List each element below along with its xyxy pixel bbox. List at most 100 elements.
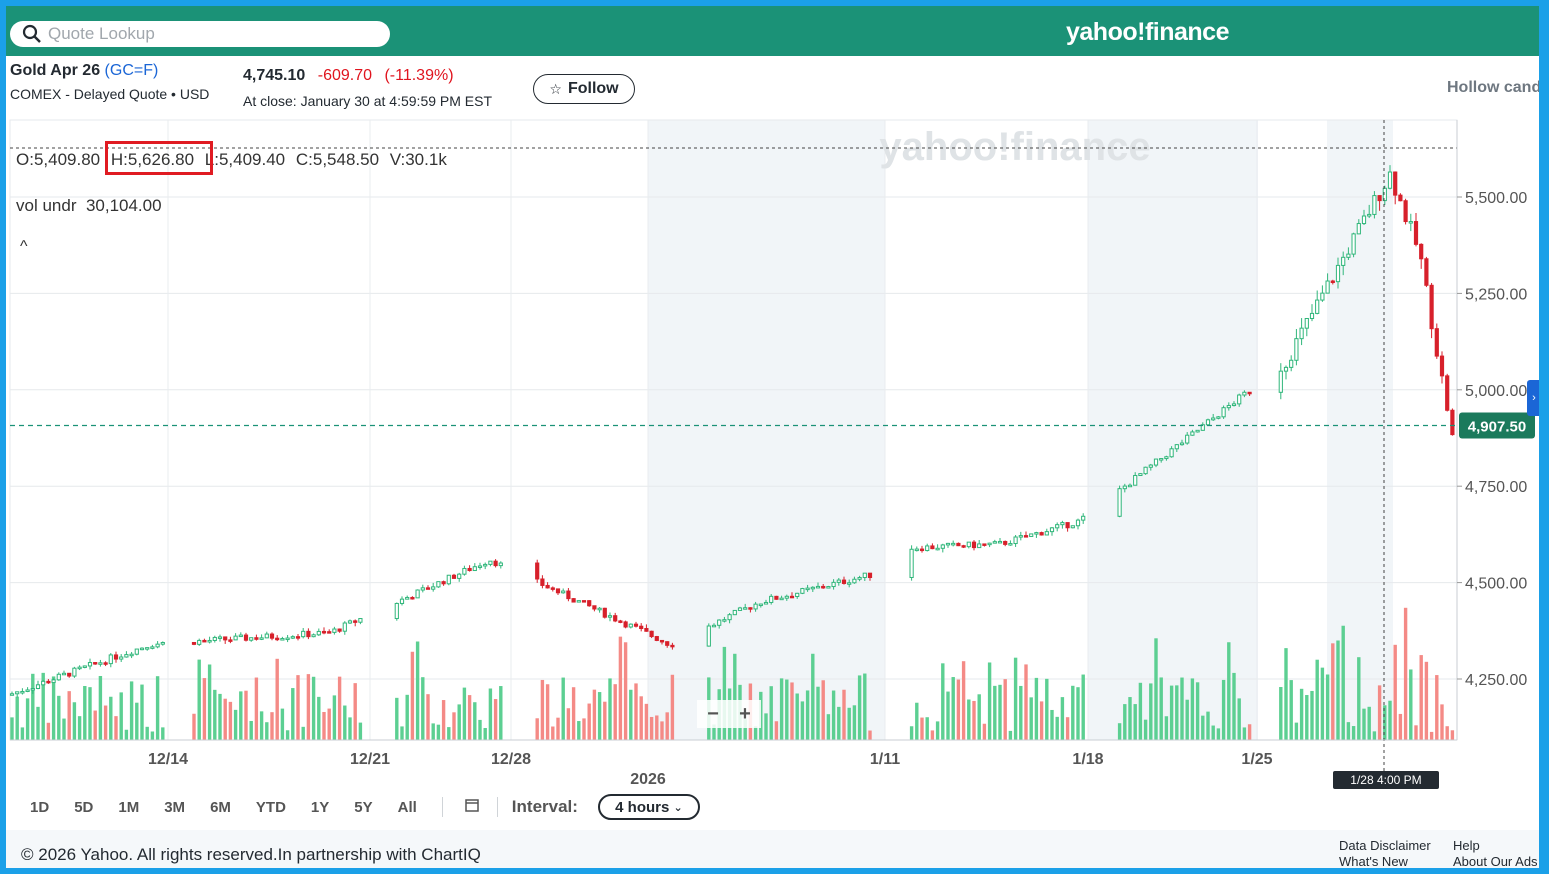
volume-bar [1320,667,1325,740]
crosshair-time-tag [1333,771,1439,789]
candle-body [940,544,945,549]
volume-bar [935,721,940,740]
candle-body [493,560,498,567]
candle-body [717,619,722,626]
candle-body [1439,355,1445,377]
volume-bar [259,711,264,740]
range-5y[interactable]: 5Y [354,798,373,816]
candle-body [1143,466,1148,475]
candle-body [498,562,503,567]
range-3m[interactable]: 3M [164,798,186,816]
range-1d[interactable]: 1D [30,798,50,816]
quote-symbol[interactable]: (GC=F) [104,62,159,79]
candle-body [254,637,259,640]
volume-bar [239,691,243,740]
range-5d[interactable]: 5D [74,798,94,816]
zoom-in-button[interactable]: + [739,702,751,725]
chart-style-selector[interactable]: Hollow cand [1447,79,1542,96]
candle-body [1200,424,1205,431]
volume-bar [915,702,919,740]
volume-bar [1388,700,1392,740]
candles [9,165,1455,698]
volume-bar [863,673,867,740]
volume-bar [1133,704,1137,740]
range-all[interactable]: All [397,798,417,816]
volume-bar [1377,685,1382,740]
calendar-icon[interactable] [465,798,479,816]
candle-body [628,623,633,628]
volume-bar [956,679,961,740]
about-ads-link[interactable]: About Our Ads [1453,854,1538,869]
help-link[interactable]: Help [1453,838,1480,853]
volume-bar [478,719,482,740]
candle-body [1190,431,1195,436]
candle-body [722,619,727,622]
quote-lookup-input[interactable]: Quote Lookup [10,21,390,47]
candle-body [966,541,971,548]
volume-bar [1331,643,1335,740]
whats-new-link[interactable]: What's New [1339,854,1408,869]
volume-bar [1237,698,1241,740]
yahoo-finance-logo[interactable]: yahoo!finance [1066,18,1229,46]
collapse-chevron-icon[interactable]: ^ [20,238,28,255]
candle-body [46,680,51,684]
volume-bar [36,706,40,740]
data-disclaimer-link[interactable]: Data Disclaimer [1339,838,1431,853]
volume-bar [790,682,794,740]
volume-bar [1367,706,1371,740]
candle-body [1247,391,1252,395]
volume-bar [452,712,456,740]
quote-name: Gold Apr 26 (GC=F) [10,62,209,80]
follow-button[interactable]: ☆ Follow [533,74,635,104]
candle-body [1060,522,1065,526]
candle-body [332,628,337,633]
volume-bar [249,720,253,740]
candle-body [269,633,275,639]
candle-body [290,636,295,639]
volume-bar [618,636,623,740]
volume-bar [280,708,285,740]
candle-body [961,545,966,548]
candle-body [571,598,576,603]
volume-bar [972,700,976,740]
candle-body [488,560,493,565]
candle-body [462,567,467,575]
candle-body [1325,280,1330,294]
candle-body [1361,215,1367,225]
candle-body [1018,535,1023,538]
volume-bar [1206,711,1210,740]
volume-bar [764,713,768,740]
volume-bar [1279,687,1283,740]
star-icon: ☆ [549,80,562,97]
side-panel-toggle[interactable]: › [1527,380,1541,416]
volume-bar [400,726,404,740]
volume-bar [244,690,248,740]
interval-select[interactable]: 4 hours ⌄ [597,794,700,820]
volume-bar [946,691,950,740]
range-1m[interactable]: 1M [118,798,140,816]
zoom-out-button[interactable]: − [707,702,719,725]
interval-value: 4 hours [615,798,670,816]
range-1y[interactable]: 1Y [310,798,330,816]
volume-bar [343,705,347,740]
candle-body [1065,522,1070,529]
volume-bar [571,687,576,740]
range-ytd[interactable]: YTD [255,798,286,816]
candle-body [1013,536,1018,545]
search-placeholder: Quote Lookup [48,24,155,43]
volume-bar [197,659,201,740]
volume-bar [961,661,966,740]
candle-body [9,693,15,696]
volume-bar [1450,730,1455,740]
ohlc-high: H:5,626.80 [110,150,195,169]
candle-body [233,635,238,641]
candle-body [20,690,25,694]
candle-body [997,540,1003,544]
volume-bar [426,694,430,740]
candle-body [1133,475,1138,486]
volume-bar [410,651,415,740]
volume-bar [1076,687,1080,740]
volume-bar [816,686,820,740]
range-6m[interactable]: 6M [210,798,231,816]
